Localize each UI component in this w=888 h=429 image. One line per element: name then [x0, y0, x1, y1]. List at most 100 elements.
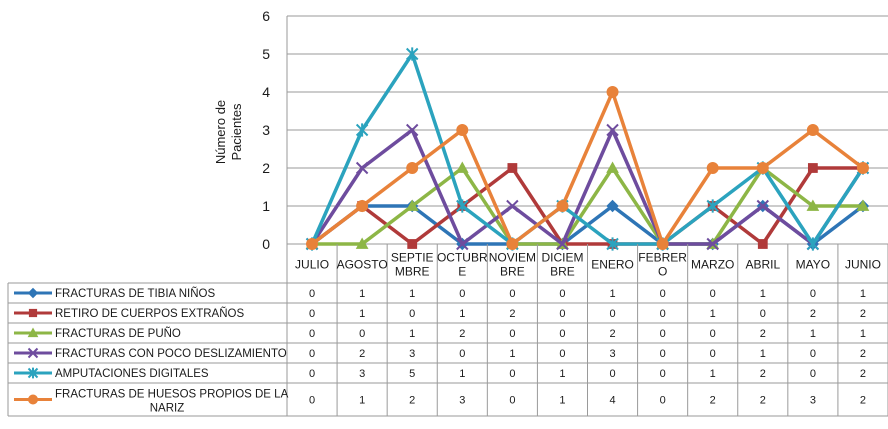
table-cell-value: 1 — [509, 348, 515, 360]
data-point — [406, 123, 419, 137]
data-point — [757, 239, 768, 249]
data-point — [806, 237, 820, 251]
table-cell-value: 0 — [810, 348, 816, 360]
series-name: FRACTURAS DE HUESOS PROPIOS DE LA NARIZ — [55, 389, 289, 415]
series-2 — [305, 161, 870, 249]
table-cell-value: 3 — [359, 368, 365, 380]
legend-key-marker — [27, 287, 39, 299]
y-tick-label: 2 — [262, 160, 270, 176]
y-tick-label: 3 — [262, 122, 270, 138]
gridlines — [286, 15, 888, 245]
data-point — [856, 162, 869, 174]
table-row: RETIRO DE CUERPOS EXTRAÑOS 0 1 0 1 2 0 0 0 1 0 2 2 — [14, 307, 866, 320]
series-name: RETIRO DE CUERPOS EXTRAÑOS — [55, 307, 244, 320]
category-label: AGOSTO — [337, 258, 388, 272]
data-point — [456, 237, 469, 251]
table-cell-value: 0 — [660, 328, 666, 340]
series-line — [310, 128, 865, 246]
category-label: JUNIO — [845, 258, 881, 272]
table-cell-value: 0 — [509, 288, 515, 300]
table-cell-value: 1 — [710, 368, 716, 380]
table-row: FRACTURAS DE TIBIA NIÑOS 0 1 1 0 0 0 1 0 0 1 0 1 — [14, 287, 866, 300]
table-cell-value: 0 — [559, 348, 565, 360]
data-point — [706, 237, 719, 251]
series-line — [310, 90, 865, 246]
table-cell-value: 0 — [710, 328, 716, 340]
table-cell-value: 0 — [559, 308, 565, 320]
y-axis: 0 1 2 3 4 5 6 — [262, 8, 270, 252]
data-point — [807, 163, 818, 173]
table-cell-value: 1 — [710, 308, 716, 320]
data-point — [856, 199, 870, 211]
y-tick-label: 4 — [262, 84, 270, 100]
category-label: ENERO — [591, 258, 634, 272]
series-name: FRACTURAS CON POCO DESLIZAMIENTO — [55, 348, 287, 360]
data-point — [656, 238, 669, 250]
table-cell-value: 2 — [860, 395, 866, 407]
table-cell-value: 0 — [810, 288, 816, 300]
data-point — [407, 239, 418, 249]
data-point — [706, 162, 719, 174]
legend-key-marker — [28, 394, 38, 405]
legend-key-marker — [27, 367, 39, 379]
data-point — [756, 162, 769, 174]
data-point — [606, 86, 619, 98]
table-cell-value: 1 — [609, 288, 615, 300]
table-cell-value: 0 — [309, 395, 315, 407]
table-cell-value: 0 — [559, 328, 565, 340]
data-point — [606, 199, 619, 213]
table-cell-value: 2 — [509, 308, 515, 320]
data-point — [406, 47, 419, 61]
data-point — [456, 199, 469, 213]
category-label: OCTUBR E — [437, 251, 488, 279]
table-cell-value: 1 — [860, 288, 866, 300]
table-row: AMPUTACIONES DIGITALES 0 3 5 1 0 1 0 0 1 2 0 2 — [14, 367, 866, 380]
table-cell-value: 1 — [559, 395, 565, 407]
series-line — [310, 52, 865, 246]
series-name: AMPUTACIONES DIGITALES — [55, 368, 209, 380]
data-point — [355, 237, 369, 249]
data-point — [507, 163, 518, 173]
y-tick-label: 6 — [262, 8, 270, 24]
table-cell-value: 1 — [459, 308, 465, 320]
table-cell-value: 2 — [409, 395, 415, 407]
table-cell-value: 0 — [660, 368, 666, 380]
table-cell-value: 0 — [409, 308, 415, 320]
data-point — [756, 199, 769, 213]
legend-key-marker — [27, 327, 39, 338]
category-label: JULIO — [295, 258, 329, 272]
data-point — [405, 199, 419, 211]
category-label: SEPTIE MBRE — [391, 251, 434, 279]
table-cell-value: 0 — [660, 288, 666, 300]
category-label: NOVIEM BRE — [489, 251, 536, 279]
table-cell-value: 0 — [459, 348, 465, 360]
legend-key-marker — [27, 347, 39, 359]
data-point — [606, 123, 619, 137]
data-point — [355, 123, 369, 137]
table-cell-value: 2 — [760, 328, 766, 340]
table-cell-value: 1 — [760, 348, 766, 360]
table-cell-value: 3 — [810, 395, 816, 407]
table-cell-value: 3 — [459, 395, 465, 407]
series-name: FRACTURAS DE TIBIA NIÑOS — [55, 287, 216, 300]
data-point — [506, 199, 519, 213]
table-cell-value: 0 — [810, 368, 816, 380]
table-cell-value: 1 — [359, 288, 365, 300]
table-cell-value: 0 — [509, 328, 515, 340]
category-label: ABRIL — [745, 258, 780, 272]
category-label: MARZO — [691, 258, 734, 272]
series-name: FRACTURAS DE PUÑO — [55, 327, 181, 340]
data-point — [306, 238, 319, 250]
table-cell-value: 0 — [609, 308, 615, 320]
table-cell-value: 3 — [609, 348, 615, 360]
category-label: FEBRER O — [638, 251, 687, 279]
table-cell-value: 0 — [660, 395, 666, 407]
table-cell-value: 0 — [309, 308, 315, 320]
table-cell-value: 2 — [810, 308, 816, 320]
table-cell-value: 0 — [509, 395, 515, 407]
table-cell-value: 2 — [359, 348, 365, 360]
table-cell-value: 4 — [609, 395, 615, 407]
table-row: FRACTURAS CON POCO DESLIZAMIENTO 0 2 3 0 1 0 3 0… — [14, 347, 866, 360]
